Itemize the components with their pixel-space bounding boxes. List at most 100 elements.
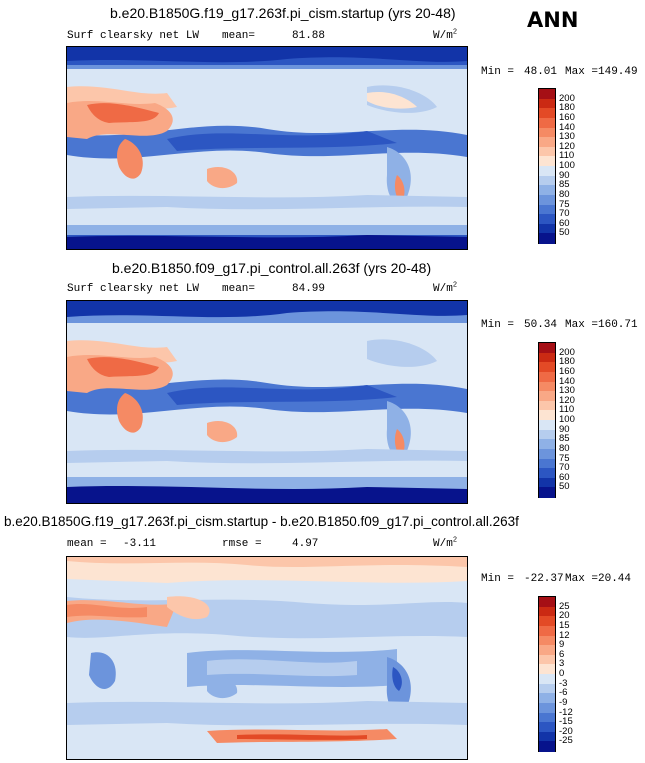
colorbar-segment bbox=[539, 741, 555, 752]
colorbar-tick-label: 85 bbox=[559, 179, 570, 191]
season-label: ANN bbox=[527, 8, 579, 32]
colorbar-tick-label: 80 bbox=[559, 188, 570, 200]
colorbar-tick-label: 180 bbox=[559, 102, 575, 114]
colorbar-tick-label: 80 bbox=[559, 442, 570, 454]
panel-2-mean-label: mean= bbox=[222, 283, 256, 295]
colorbar-segment bbox=[539, 477, 555, 488]
colorbar-tick-label: 50 bbox=[559, 481, 570, 493]
colorbar-segment bbox=[539, 448, 555, 459]
panel-3-min-value: -22.37 bbox=[524, 573, 564, 585]
colorbar-tick-label: 100 bbox=[559, 414, 575, 425]
panel-3-rmse-label: rmse = bbox=[222, 538, 262, 550]
panel-2-min-value: 50.34 bbox=[524, 319, 558, 331]
colorbar-tick-label: 130 bbox=[559, 385, 575, 397]
colorbar-segment bbox=[539, 712, 555, 723]
panel-1-max-label: Max = bbox=[565, 66, 599, 78]
panel-1-mean-value: 81.88 bbox=[292, 30, 326, 42]
panel-3-rmse-value: 4.97 bbox=[292, 538, 319, 550]
panel-3-mean-value: -3.11 bbox=[123, 538, 157, 550]
colorbar-segment bbox=[539, 674, 555, 685]
colorbar-segment bbox=[539, 400, 555, 411]
colorbar-segment bbox=[539, 606, 555, 617]
colorbar-segment bbox=[539, 108, 555, 119]
panel-3-title: b.e20.B1850G.f19_g17.263f.pi_cism.startu… bbox=[4, 514, 519, 529]
colorbar-segment bbox=[539, 117, 555, 128]
colorbar-tick-label: 90 bbox=[559, 423, 570, 435]
colorbar-tick-label: 75 bbox=[559, 452, 570, 464]
colorbar-tick-label: 160 bbox=[559, 111, 575, 123]
colorbar-tick-label: -20 bbox=[559, 725, 573, 737]
colorbar-segment bbox=[539, 185, 555, 196]
panel-3-max-value: 20.44 bbox=[598, 573, 632, 585]
colorbar-segment bbox=[539, 625, 555, 636]
colorbar-segment bbox=[539, 683, 555, 694]
colorbar-segment bbox=[539, 410, 555, 421]
panel-3-min-label: Min = bbox=[481, 573, 515, 585]
colorbar-tick-label: 110 bbox=[559, 404, 575, 416]
panel-2-max-label: Max = bbox=[565, 319, 599, 331]
colorbar-tick-label: 120 bbox=[559, 394, 575, 406]
colorbar-tick-label: 100 bbox=[559, 160, 575, 171]
colorbar-segment bbox=[539, 204, 555, 215]
colorbar-segment bbox=[539, 645, 555, 656]
colorbar-segment bbox=[539, 156, 555, 167]
colorbar-segment bbox=[539, 487, 555, 498]
colorbar-segment bbox=[539, 98, 555, 109]
colorbar-segment bbox=[539, 731, 555, 742]
colorbar-segment bbox=[539, 352, 555, 363]
colorbar-tick-label: 130 bbox=[559, 131, 575, 143]
panel-1-units: W/m2 bbox=[433, 28, 458, 42]
colorbar-tick-label: 180 bbox=[559, 356, 575, 368]
panel-3-units: W/m2 bbox=[433, 536, 458, 550]
colorbar-tick-label: 70 bbox=[559, 208, 570, 220]
colorbar-tick-label: -3 bbox=[559, 677, 568, 689]
panel-2-colorbar bbox=[538, 342, 556, 498]
colorbar-tick-label: 200 bbox=[559, 92, 575, 104]
colorbar-tick-label: 20 bbox=[559, 610, 570, 622]
colorbar-segment bbox=[539, 214, 555, 225]
colorbar-tick-label: 15 bbox=[559, 619, 570, 631]
colorbar-tick-label: -25 bbox=[559, 735, 573, 747]
panel-3-max-label: Max = bbox=[565, 573, 599, 585]
colorbar-segment bbox=[539, 420, 555, 431]
panel-3-mean-label: mean = bbox=[67, 538, 107, 550]
colorbar-tick-label: 50 bbox=[559, 227, 570, 239]
colorbar-tick-label: -12 bbox=[559, 706, 573, 718]
colorbar-tick-label: 60 bbox=[559, 217, 570, 229]
colorbar-segment bbox=[539, 616, 555, 627]
colorbar-segment bbox=[539, 89, 555, 100]
colorbar-segment bbox=[539, 391, 555, 402]
colorbar-tick-label: 85 bbox=[559, 433, 570, 445]
colorbar-tick-label: -15 bbox=[559, 716, 573, 728]
colorbar-tick-label: 0 bbox=[559, 668, 565, 679]
panel-2-min-label: Min = bbox=[481, 319, 515, 331]
colorbar-segment bbox=[539, 429, 555, 440]
colorbar-segment bbox=[539, 702, 555, 713]
colorbar-segment bbox=[539, 362, 555, 373]
panel-1-title: b.e20.B1850G.f19_g17.263f.pi_cism.startu… bbox=[110, 5, 456, 21]
colorbar-tick-label: -9 bbox=[559, 696, 568, 708]
colorbar-tick-label: -6 bbox=[559, 687, 568, 699]
colorbar-segment bbox=[539, 223, 555, 234]
colorbar-tick-label: 12 bbox=[559, 629, 570, 641]
colorbar-segment bbox=[539, 233, 555, 244]
colorbar-segment bbox=[539, 458, 555, 469]
colorbar-segment bbox=[539, 166, 555, 177]
colorbar-tick-label: 160 bbox=[559, 365, 575, 377]
colorbar-segment bbox=[539, 439, 555, 450]
colorbar-tick-label: 25 bbox=[559, 600, 570, 612]
colorbar-tick-label: 120 bbox=[559, 140, 575, 152]
colorbar-segment bbox=[539, 597, 555, 608]
colorbar-segment bbox=[539, 127, 555, 138]
colorbar-segment bbox=[539, 381, 555, 392]
panel-3-colorbar bbox=[538, 596, 556, 752]
colorbar-segment bbox=[539, 693, 555, 704]
colorbar-segment bbox=[539, 343, 555, 354]
colorbar-tick-label: 75 bbox=[559, 198, 570, 210]
panel-2-title: b.e20.B1850.f09_g17.pi_control.all.263f … bbox=[112, 260, 432, 276]
colorbar-segment bbox=[539, 664, 555, 675]
panel-1-map bbox=[66, 46, 468, 250]
colorbar-segment bbox=[539, 635, 555, 646]
colorbar-tick-label: 9 bbox=[559, 639, 565, 651]
colorbar-tick-label: 200 bbox=[559, 346, 575, 358]
